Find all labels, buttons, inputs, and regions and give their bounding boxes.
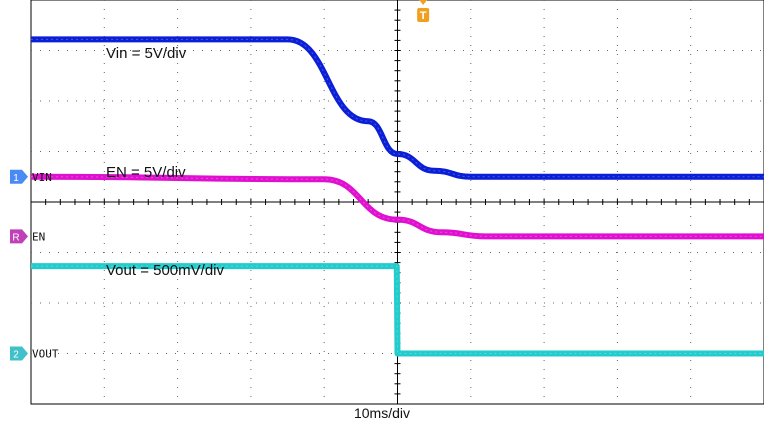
trigger-arrow — [419, 0, 428, 5]
channel-marker-shape — [10, 169, 28, 184]
channel-marker-vin: 1 VIN — [10, 169, 52, 184]
channel-marker-label: EN — [32, 230, 45, 243]
series-line-vout — [30, 263, 764, 357]
trigger-box — [417, 8, 430, 22]
channel-markers: 1 VIN R EN 2 VOUT — [10, 169, 59, 361]
trigger-marker: T — [417, 0, 430, 22]
graticule — [30, 0, 764, 405]
channel-marker-vout: 2 VOUT — [10, 346, 59, 361]
channel-marker-number: R — [12, 232, 19, 243]
trigger-label: T — [420, 10, 427, 22]
series-noise-vout — [30, 265, 764, 355]
series-line-vin — [31, 36, 764, 180]
channel-marker-number: 1 — [13, 173, 19, 184]
channel-marker-en: R EN — [10, 229, 45, 244]
series-line-en — [30, 173, 764, 240]
channel-marker-label: VIN — [32, 171, 52, 184]
series-noise-en — [30, 176, 764, 237]
channel-marker-label: VOUT — [32, 348, 59, 361]
channel-marker-shape — [10, 229, 28, 244]
annotation-vout: Vout = 500mV/div — [106, 262, 224, 279]
annotation-vin: Vin = 5V/div — [106, 45, 187, 62]
channel-marker-number: 2 — [13, 350, 19, 361]
annotation-en: EN = 5V/div — [106, 164, 186, 181]
x-axis-label: 10ms/div — [353, 405, 411, 421]
channel-marker-shape — [10, 346, 28, 361]
traces — [30, 36, 764, 357]
